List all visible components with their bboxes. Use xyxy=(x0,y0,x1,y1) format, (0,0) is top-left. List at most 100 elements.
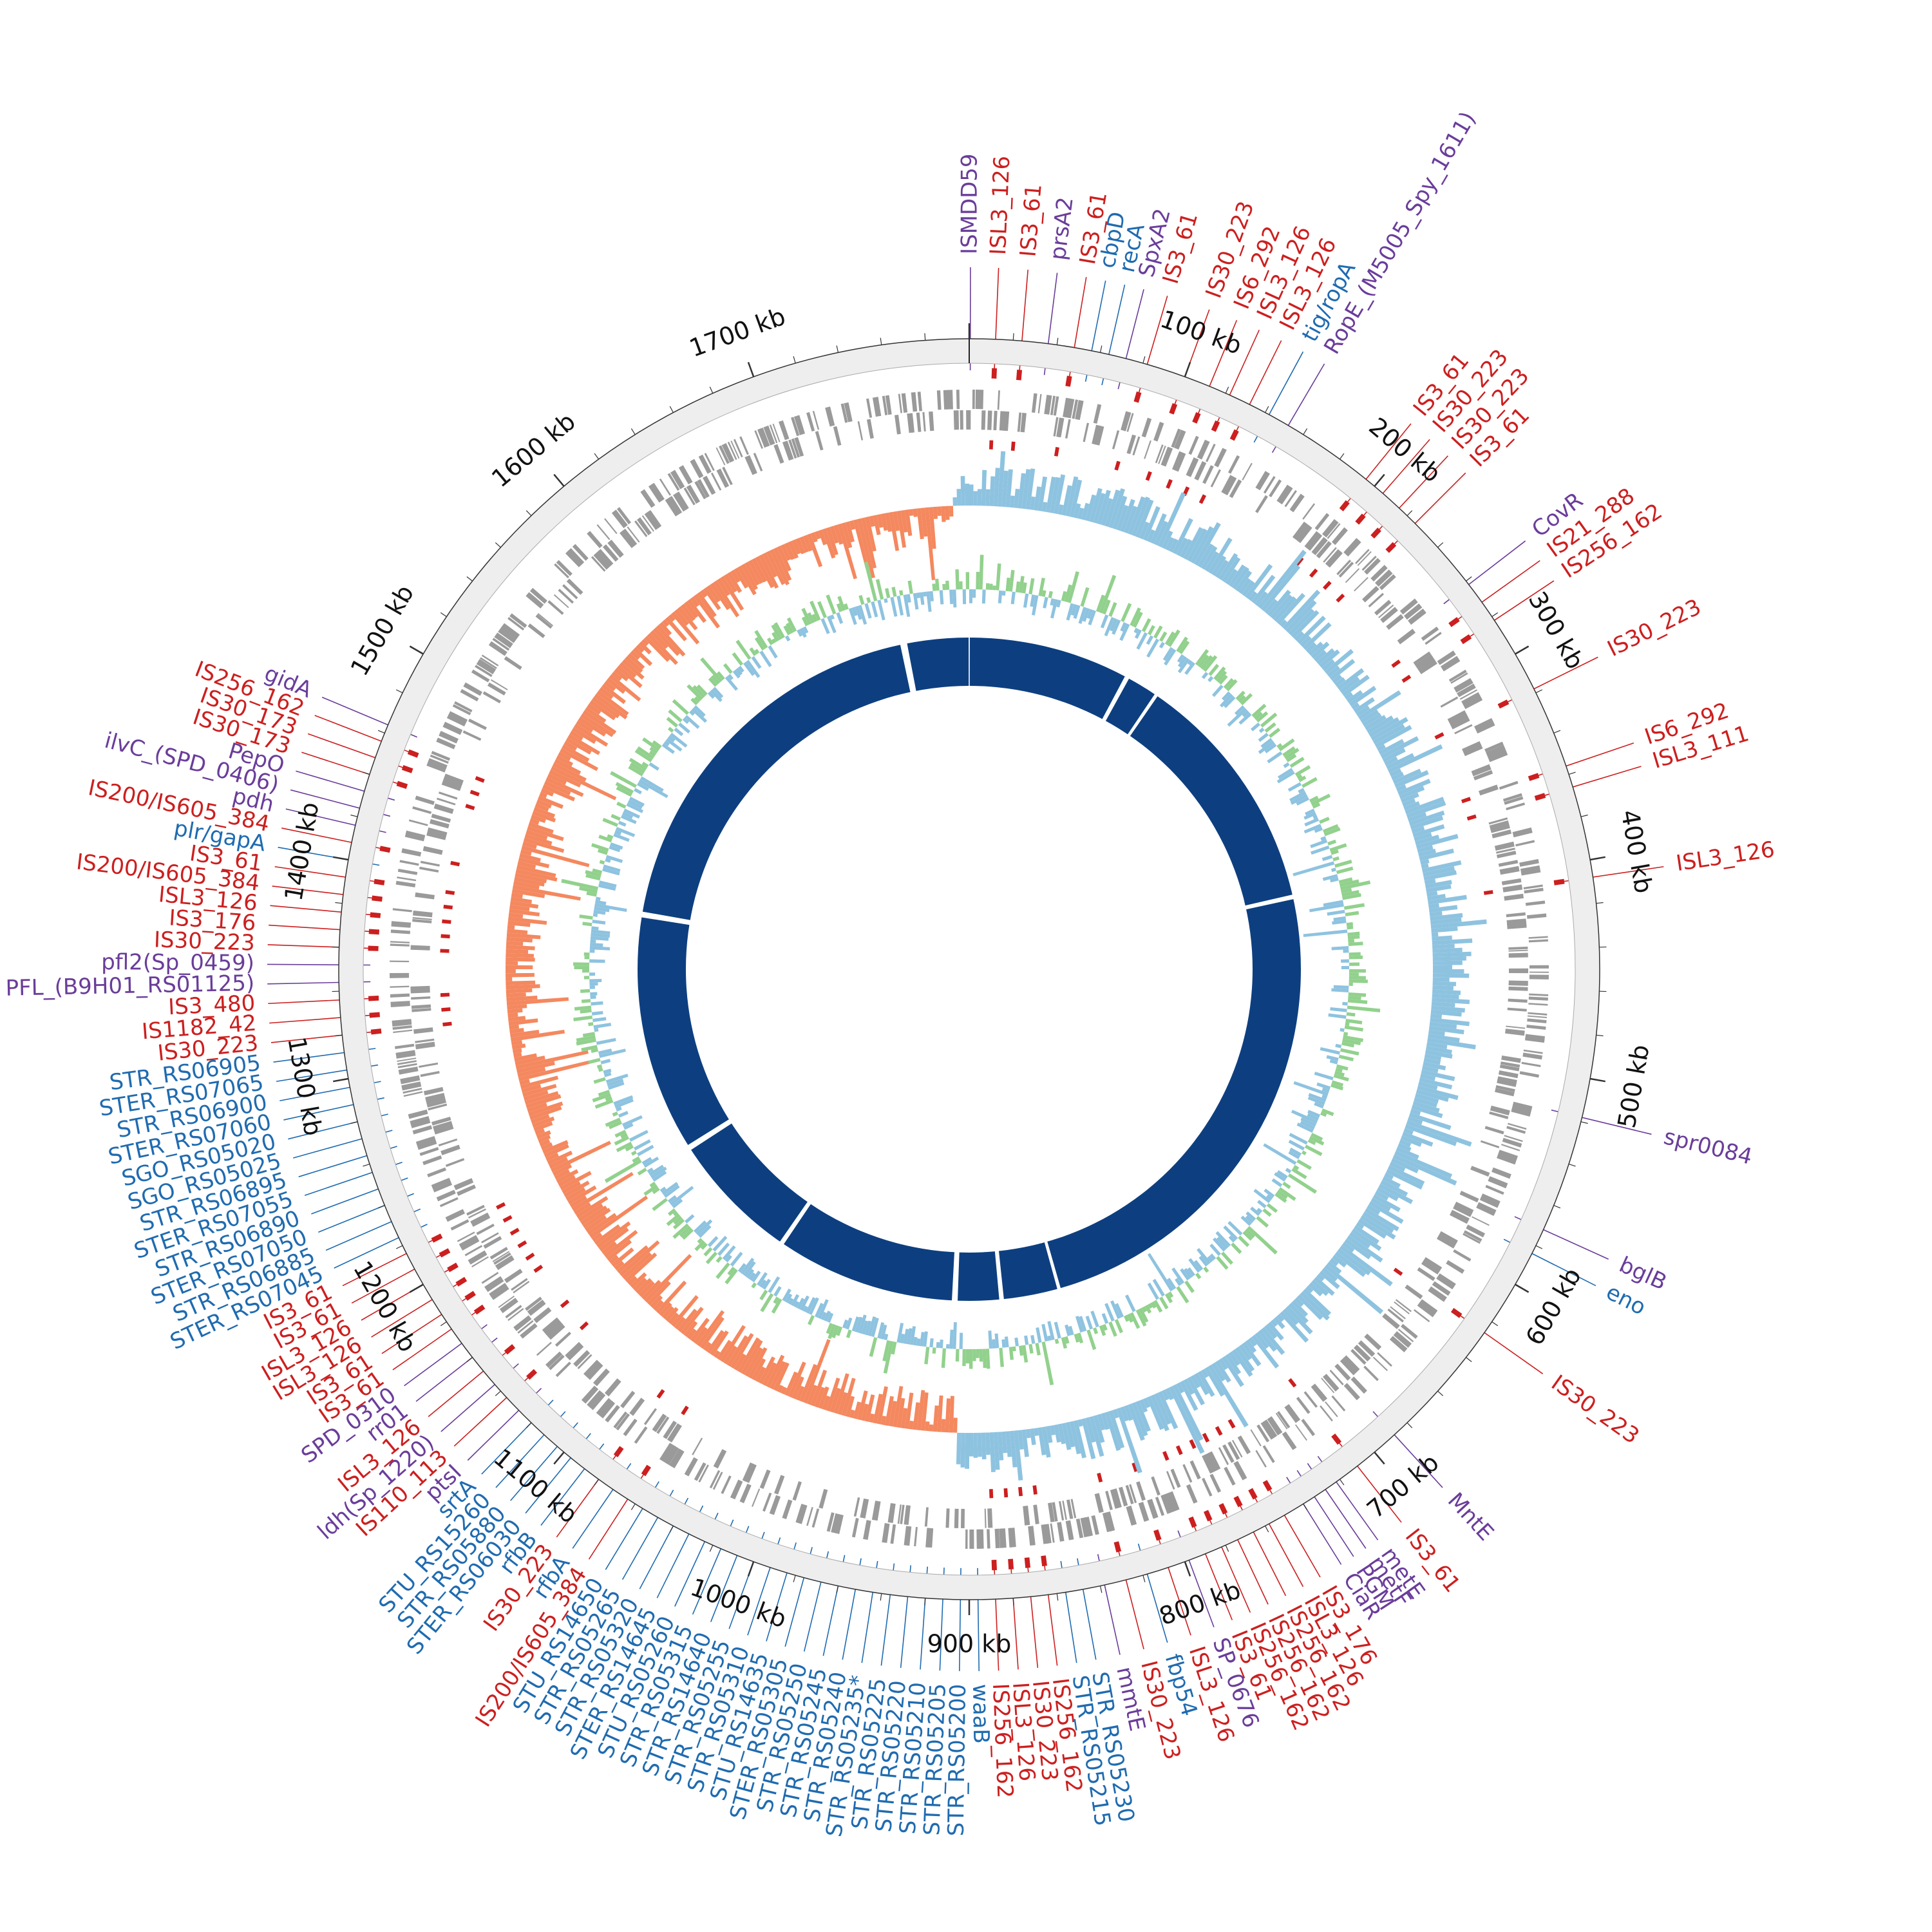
gc-skew-bar xyxy=(614,1135,629,1146)
cds-feature xyxy=(1406,606,1423,620)
axis-tick-label: 1000 kb xyxy=(687,1573,790,1633)
gc-skew-bar xyxy=(1123,1314,1130,1322)
cds-feature xyxy=(1218,1447,1229,1465)
gc-skew-bar xyxy=(618,1110,629,1118)
gc-skew-bar xyxy=(1050,599,1058,619)
gc-content-bar xyxy=(1353,697,1375,714)
gc-content-bar xyxy=(1402,798,1416,807)
cds-feature xyxy=(1148,1499,1159,1519)
gc-content-bar xyxy=(1097,1414,1106,1431)
is-element-mark xyxy=(1032,1485,1037,1495)
is-element-mark xyxy=(1339,500,1350,512)
gc-skew-bar xyxy=(574,965,590,969)
gc-skew-bar xyxy=(746,659,761,678)
gc-skew-bar xyxy=(751,1282,757,1289)
cds-feature xyxy=(395,880,416,887)
gc-skew-bar xyxy=(579,914,593,920)
gc-skew-bar xyxy=(589,945,611,951)
gc-skew-bar xyxy=(1200,655,1213,670)
cds-feature xyxy=(1186,1484,1198,1504)
gc-skew-bar xyxy=(884,1333,889,1341)
cds-feature xyxy=(1075,1518,1084,1539)
gc-skew-bar xyxy=(1327,839,1337,846)
gc-content-bar xyxy=(1135,1400,1151,1432)
gene-label: PFL_(B9H01_RS01125) xyxy=(5,971,254,1001)
minor-tick xyxy=(1580,1121,1588,1124)
cds-feature xyxy=(1362,585,1379,603)
gc-content-bar xyxy=(1351,1228,1382,1251)
cds-feature xyxy=(431,813,451,823)
minor-tick xyxy=(1492,612,1499,618)
cds-feature xyxy=(1138,1502,1150,1522)
gc-skew-bar xyxy=(620,815,637,824)
cds-feature xyxy=(1321,1378,1335,1394)
gc-skew-bar xyxy=(1102,599,1111,615)
is-element-mark xyxy=(1211,420,1220,432)
gc-content-bar xyxy=(638,1280,655,1298)
gc-content-bar xyxy=(656,1280,687,1314)
gc-content-bar xyxy=(853,1401,862,1419)
gc-content-bar xyxy=(845,1396,855,1417)
gc-skew-bar xyxy=(1276,743,1283,749)
gc-content-bar xyxy=(1411,1104,1443,1119)
gc-content-bar xyxy=(1319,649,1340,668)
cds-feature xyxy=(397,1063,417,1068)
gc-content-bar xyxy=(924,507,936,580)
gc-skew-bar xyxy=(1082,607,1090,622)
gc-content-bar xyxy=(1432,951,1472,958)
gc-skew-bar xyxy=(598,884,616,891)
gc-content-bar xyxy=(1319,1270,1340,1289)
is-element-mark xyxy=(447,1262,459,1273)
cds-feature xyxy=(1294,523,1311,542)
cds-feature xyxy=(1519,1071,1539,1078)
gc-skew-bar xyxy=(1146,638,1159,658)
gc-content-bar xyxy=(529,1106,562,1121)
gc-content-bar xyxy=(762,552,778,578)
cds-feature xyxy=(1393,1333,1410,1348)
gc-skew-bar xyxy=(626,802,644,813)
gc-content-bar xyxy=(713,580,740,618)
is-element-mark xyxy=(396,781,408,789)
cds-feature xyxy=(656,1416,670,1434)
gc-skew-bar xyxy=(815,1302,824,1318)
is-element-mark xyxy=(989,440,994,450)
cds-feature xyxy=(744,455,757,475)
gc-content-bar xyxy=(1321,659,1336,672)
gc-content-bar xyxy=(841,1378,856,1416)
gc-skew-bar xyxy=(649,1181,656,1188)
gc-skew-bar xyxy=(596,1064,603,1069)
gc-skew-bar xyxy=(1333,985,1349,989)
cds-feature xyxy=(1486,747,1506,759)
gc-skew-bar xyxy=(1334,859,1352,868)
cds-feature xyxy=(769,424,778,444)
gc-content-bar xyxy=(1432,956,1466,961)
gc-skew-bar xyxy=(952,1321,957,1349)
gc-content-bar xyxy=(564,1180,590,1198)
gc-skew-bar xyxy=(667,735,676,743)
gc-skew-bar xyxy=(672,699,690,715)
gc-skew-bar xyxy=(791,1294,800,1307)
gc-skew-bar xyxy=(909,1326,916,1345)
cds-feature xyxy=(430,820,450,829)
minor-tick xyxy=(880,1593,882,1601)
gc-skew-bar xyxy=(616,826,636,837)
gc-content-bar xyxy=(1251,574,1276,604)
gc-content-bar xyxy=(1165,536,1175,551)
gc-skew-bar xyxy=(1168,629,1180,647)
cds-feature xyxy=(1262,1445,1275,1463)
is-element-mark xyxy=(1434,732,1444,740)
cds-feature xyxy=(1470,1166,1490,1177)
gc-skew-bar xyxy=(737,1263,746,1273)
cds-feature xyxy=(1059,1501,1065,1520)
cds-feature xyxy=(1474,717,1494,731)
gc-content-bar xyxy=(1372,723,1405,744)
cds-feature xyxy=(490,1285,509,1300)
cds-feature xyxy=(825,406,835,427)
gc-content-bar xyxy=(893,1386,904,1428)
gc-content-bar xyxy=(770,1361,786,1390)
gc-content-bar xyxy=(1329,659,1356,681)
gc-content-bar xyxy=(1372,1194,1401,1213)
gc-content-bar xyxy=(1396,1146,1419,1160)
gc-content-bar xyxy=(524,833,553,846)
gc-skew-bar xyxy=(603,864,621,873)
